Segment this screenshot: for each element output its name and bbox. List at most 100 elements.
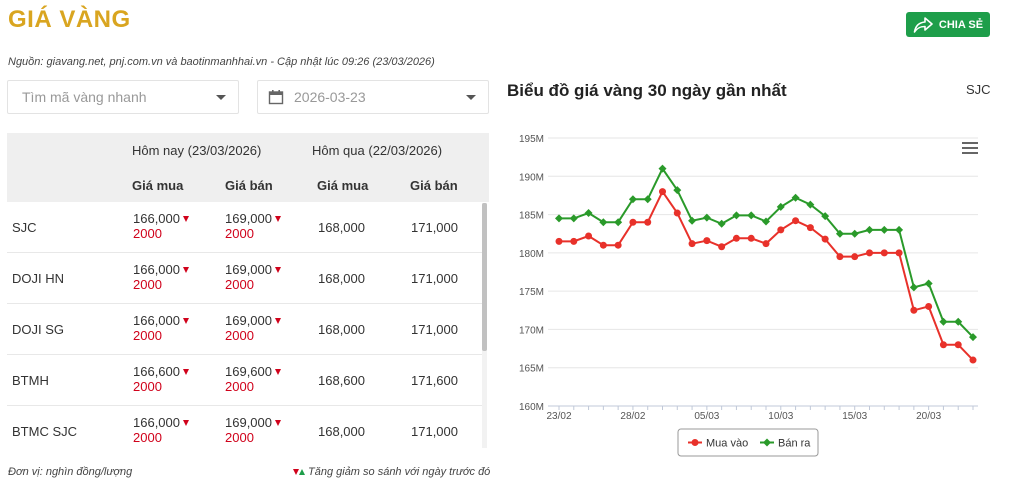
data-point — [910, 306, 918, 314]
calendar-icon — [268, 90, 284, 105]
x-tick-label: 05/03 — [694, 411, 719, 422]
data-point — [718, 243, 726, 251]
today-buy-price: 166,000 2000 — [133, 415, 189, 445]
today-buy-price: 166,600 2000 — [133, 364, 189, 394]
gold-name: DOJI SG — [12, 322, 65, 337]
buy-value: 166,000 — [133, 211, 180, 226]
sell-value: 169,000 — [225, 262, 272, 277]
table-scrollbar-thumb[interactable] — [482, 203, 487, 351]
buy-change: 2000 — [133, 430, 162, 445]
decrease-icon — [275, 267, 281, 273]
price-table: Hôm nay (23/03/2026) Hôm qua (22/03/2026… — [7, 133, 489, 448]
decrease-icon — [183, 267, 189, 273]
data-point — [880, 225, 889, 234]
chart-menu-icon[interactable] — [962, 142, 978, 156]
y-tick-label: 160M — [519, 402, 544, 413]
data-point — [821, 235, 829, 243]
yesterday-header: Hôm qua (22/03/2026) — [312, 143, 443, 158]
data-point — [880, 249, 888, 257]
chart-title: Biểu đồ giá vàng 30 ngày gần nhất — [507, 81, 787, 100]
buy-value: 166,000 — [133, 262, 180, 277]
yesterday-buy-price: 168,600 — [318, 373, 365, 388]
data-point — [835, 229, 844, 238]
data-point — [865, 225, 874, 234]
data-point — [673, 209, 681, 217]
share-icon — [913, 16, 933, 33]
source-text: Nguồn: giavang.net, pnj.com.vn và baotin… — [8, 56, 435, 68]
unit-note: Đơn vị: nghìn đồng/lượng — [8, 466, 133, 478]
data-point — [644, 218, 652, 226]
data-point — [658, 164, 667, 173]
x-tick-label: 20/03 — [916, 411, 941, 422]
data-point — [939, 341, 947, 349]
yesterday-sell-price: 171,000 — [411, 322, 458, 337]
yesterday-sell-price: 171,000 — [411, 271, 458, 286]
data-point — [732, 234, 740, 242]
data-point — [954, 341, 962, 349]
data-point — [747, 211, 756, 220]
data-point — [614, 241, 622, 249]
legend-label: Bán ra — [778, 438, 811, 450]
yesterday-buy-price: 168,000 — [318, 424, 365, 439]
today-buy-price: 166,000 2000 — [133, 211, 189, 241]
data-point — [747, 234, 755, 242]
y-tick-label: 170M — [519, 325, 544, 336]
today-sell-price: 169,000 2000 — [225, 211, 281, 241]
today-sell-price: 169,000 2000 — [225, 262, 281, 292]
data-point — [584, 209, 593, 218]
chevron-down-icon — [466, 95, 476, 100]
chart-legend — [677, 428, 819, 457]
decrease-icon — [275, 369, 281, 375]
today-sell-price: 169,600 2000 — [225, 364, 281, 394]
data-point — [569, 214, 578, 223]
y-tick-label: 175M — [519, 287, 544, 298]
sell-value: 169,000 — [225, 211, 272, 226]
change-note-text: Tăng giảm so sánh với ngày trước đó — [308, 466, 491, 478]
gold-name: BTMC SJC — [12, 424, 77, 439]
data-point — [599, 241, 607, 249]
data-point — [836, 253, 844, 261]
table-row: SJC 166,000 2000 169,000 2000 168,000 171,000 — [7, 202, 483, 253]
decrease-icon — [275, 420, 281, 426]
yesterday-buy-price: 168,000 — [318, 271, 365, 286]
data-point — [570, 237, 578, 245]
data-point — [555, 237, 563, 245]
data-point — [954, 317, 963, 326]
chevron-down-icon — [216, 95, 226, 100]
gold-name: DOJI HN — [12, 271, 64, 286]
today-sell-price: 169,000 2000 — [225, 415, 281, 445]
date-value: 2026-03-23 — [294, 89, 366, 105]
share-button[interactable]: CHIA SẺ — [906, 12, 990, 37]
change-legend-note: Tăng giảm so sánh với ngày trước đó — [293, 466, 490, 478]
table-row: DOJI SG 166,000 2000 169,000 2000 168,000 171,… — [7, 304, 483, 355]
today-sell-price: 169,000 2000 — [225, 313, 281, 343]
data-point — [909, 283, 918, 292]
yesterday-buy-price: 168,000 — [318, 322, 365, 337]
data-point — [732, 211, 741, 220]
data-point — [939, 317, 948, 326]
y-tick-label: 190M — [519, 172, 544, 183]
increase-icon — [299, 469, 305, 475]
sell-change: 2000 — [225, 226, 254, 241]
col-yesterday-sell: Giá bán — [410, 178, 458, 193]
decrease-icon — [293, 469, 299, 475]
date-picker[interactable]: 2026-03-23 — [257, 80, 489, 114]
sell-value: 169,600 — [225, 364, 272, 379]
decrease-icon — [183, 369, 189, 375]
col-today-sell: Giá bán — [225, 178, 273, 193]
data-point — [643, 195, 652, 204]
gold-name: BTMH — [12, 373, 49, 388]
data-point — [628, 195, 637, 204]
gold-code-search-select[interactable]: Tìm mã vàng nhanh — [7, 80, 239, 114]
yesterday-sell-price: 171,000 — [411, 220, 458, 235]
gold-name: SJC — [12, 220, 37, 235]
data-point — [806, 224, 814, 232]
data-point — [702, 213, 711, 222]
buy-value: 166,600 — [133, 364, 180, 379]
decrease-icon — [183, 318, 189, 324]
data-point — [688, 216, 697, 225]
table-header-dates: Hôm nay (23/03/2026) Hôm qua (22/03/2026… — [7, 133, 489, 169]
data-point — [762, 217, 770, 226]
x-tick-label: 28/02 — [620, 411, 645, 422]
sell-change: 2000 — [225, 277, 254, 292]
